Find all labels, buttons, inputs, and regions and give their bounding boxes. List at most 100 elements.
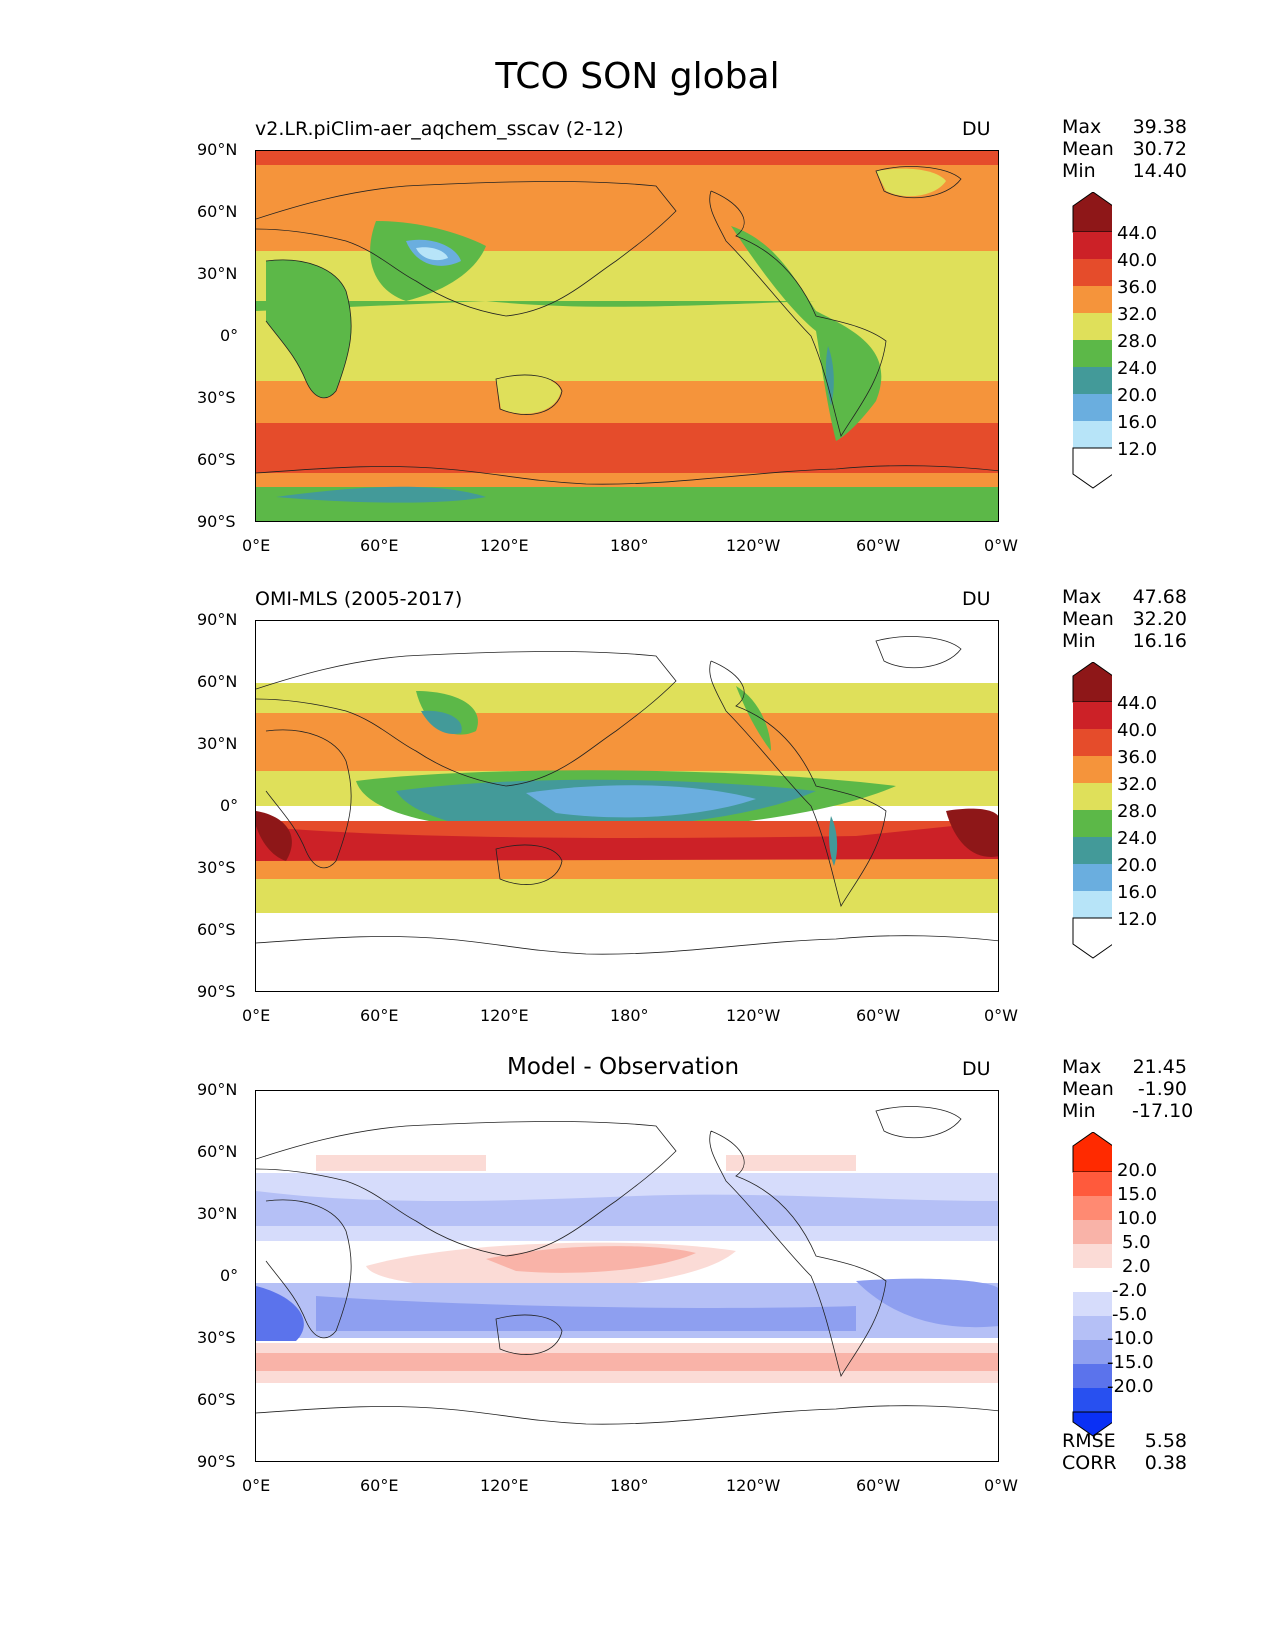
stat-mean: Mean 32.20 <box>1062 608 1187 630</box>
tibet-light <box>416 247 448 261</box>
cbar-seg <box>1073 837 1112 864</box>
stat-max: Max 21.45 <box>1062 1056 1187 1078</box>
colorbar <box>1072 1132 1112 1437</box>
lon-tick-label: 60°E <box>360 1006 399 1025</box>
lon-tick-label: 60°W <box>856 1006 901 1025</box>
atlantic-dark-e <box>946 808 998 857</box>
stat-rmse: RMSE 5.58 <box>1062 1430 1187 1452</box>
north-pink-2 <box>726 1155 856 1171</box>
stat-mean: Mean -1.90 <box>1062 1078 1187 1100</box>
no-data-north <box>256 621 998 683</box>
lon-tick-label: 120°W <box>726 1476 781 1495</box>
band-50-60n <box>256 683 998 713</box>
lon-tick-label: 0°W <box>984 536 1018 555</box>
lat-tick-label: 60°S <box>197 1390 236 1409</box>
coast-americas <box>709 1130 887 1378</box>
band-n-blue <box>256 1191 998 1226</box>
cbar-bot-ext <box>1072 447 1112 489</box>
lon-tick-label: 180° <box>610 536 649 555</box>
lat-tick-label: 60°S <box>197 920 236 939</box>
lat-tick-label: 30°S <box>197 388 236 407</box>
map-plot <box>255 150 999 522</box>
panel-title: OMI-MLS (2005-2017) <box>255 588 463 610</box>
lon-tick-label: 120°W <box>726 536 781 555</box>
lat-tick-label: 30°N <box>197 264 238 283</box>
coast-antarctica <box>256 465 998 485</box>
lat-tick-label: 0° <box>220 1266 239 1285</box>
cbar-seg <box>1073 313 1112 340</box>
panel-units: DU <box>962 1058 991 1080</box>
north-pink <box>316 1155 486 1171</box>
figure-title: TCO SON global <box>495 56 780 97</box>
error-stats: RMSE 5.58 CORR 0.38 <box>1062 1430 1187 1474</box>
lat-tick-label: 90°N <box>197 610 238 629</box>
asia-green <box>416 691 478 735</box>
americas-land <box>731 226 882 441</box>
cbar-seg <box>1073 810 1112 837</box>
lon-tick-label: 0°W <box>984 1006 1018 1025</box>
andes-teal <box>829 816 838 866</box>
coast-eurasia <box>256 181 677 317</box>
australia-yellow <box>496 376 561 414</box>
band-40s-orange <box>256 859 998 879</box>
panel-model: v2.LR.piClim-aer_aqchem_sscav (2-12) DU <box>197 116 1187 555</box>
band-s-sub <box>256 346 998 386</box>
lon-tick-label: 60°E <box>360 536 399 555</box>
colorbar <box>1072 192 1112 489</box>
cbar-top-ext <box>1072 192 1112 233</box>
lat-tick-label: 60°S <box>197 450 236 469</box>
stat-min: Min 16.16 <box>1062 630 1187 652</box>
panel-title: v2.LR.piClim-aer_aqchem_sscav (2-12) <box>255 118 624 140</box>
lon-tick-label: 180° <box>610 1476 649 1495</box>
panel-units: DU <box>962 588 991 610</box>
lat-tick-label: 90°S <box>197 1452 236 1471</box>
stats-box: Max 39.38 Mean 30.72 Min 14.40 <box>1062 116 1187 182</box>
band-s-mid-blue <box>316 1296 856 1331</box>
lat-tick-label: 60°N <box>197 202 238 221</box>
americas-green <box>736 686 771 751</box>
coast-africa <box>265 259 352 399</box>
lat-tick-label: 30°S <box>197 858 236 877</box>
no-data-south <box>256 913 998 991</box>
map-svg <box>256 151 998 521</box>
cbar-seg <box>1073 286 1112 313</box>
stat-min: Min -17.10 <box>1062 1100 1194 1122</box>
lat-tick-label: 0° <box>220 326 239 345</box>
cbar-bot-ext <box>1072 917 1112 959</box>
cbar-seg <box>1073 394 1112 421</box>
coast-americas <box>709 190 887 438</box>
cbar-seg <box>1073 729 1112 756</box>
cbar-seg <box>1073 421 1112 448</box>
cbar-seg <box>1073 1292 1112 1316</box>
band-n-sub <box>256 251 998 301</box>
cbar-seg <box>1073 891 1112 918</box>
cbar-seg <box>1073 1244 1112 1268</box>
cbar-seg <box>1073 1340 1112 1364</box>
cbar-seg <box>1073 702 1112 729</box>
panel-observation: OMI-MLS (2005-2017) DU <box>197 586 1187 1025</box>
coast-africa <box>265 1199 352 1339</box>
panel-title: Model - Observation <box>507 1054 740 1080</box>
lon-tick-label: 60°W <box>856 536 901 555</box>
map-plot <box>255 1090 999 1462</box>
lat-tick-label: 60°N <box>197 1142 238 1161</box>
cbar-top-ext <box>1072 662 1112 703</box>
cbar-seg <box>1073 367 1112 394</box>
map-svg <box>256 621 998 991</box>
lon-tick-label: 180° <box>610 1006 649 1025</box>
coast-australia <box>495 1314 563 1355</box>
cbar-top-ext <box>1072 1132 1112 1173</box>
cbar-bot-ext <box>1072 1411 1112 1437</box>
cbar-seg <box>1073 1172 1112 1196</box>
stat-corr: CORR 0.38 <box>1062 1452 1187 1474</box>
lat-tick-label: 60°N <box>197 672 238 691</box>
panel-difference: Model - Observation DU <box>197 1054 1194 1495</box>
lon-tick-label: 120°E <box>480 1006 529 1025</box>
stat-min: Min 14.40 <box>1062 160 1187 182</box>
cbar-seg <box>1073 1268 1112 1292</box>
cbar-seg <box>1073 259 1112 286</box>
lon-tick-label: 120°E <box>480 1476 529 1495</box>
band-40s-pink <box>256 1353 998 1371</box>
map-plot <box>255 620 999 992</box>
coast-greenland <box>875 636 962 669</box>
